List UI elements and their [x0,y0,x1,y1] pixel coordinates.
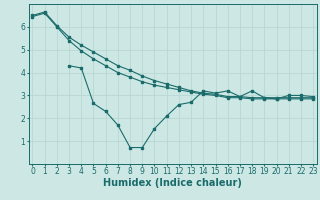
X-axis label: Humidex (Indice chaleur): Humidex (Indice chaleur) [103,178,242,188]
